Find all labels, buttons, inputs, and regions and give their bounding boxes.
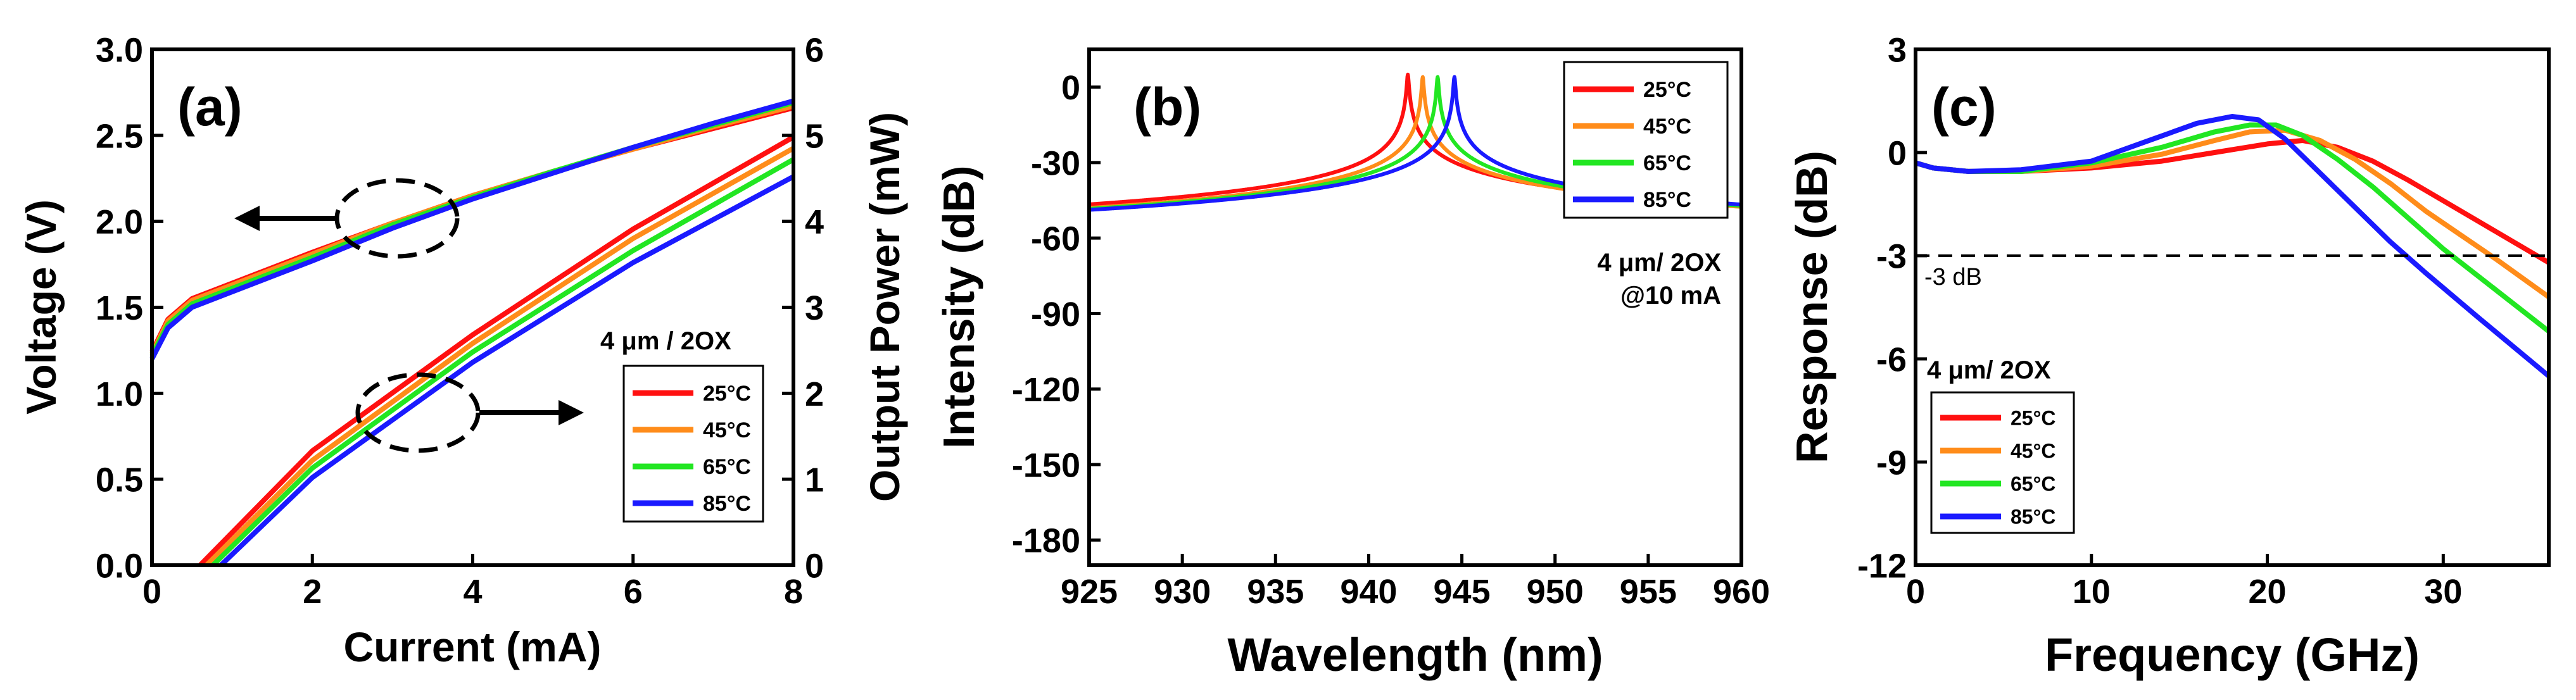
panel-b-ytick-label: -150	[1012, 446, 1080, 484]
panel-c-ytick-label: 0	[1888, 134, 1907, 172]
panel-a-legend: 25°C 45°C 65°C 85°C	[622, 365, 764, 523]
panel-a-ytick-label: 0.5	[96, 461, 143, 499]
panel-c-plot-area: -3 dB	[1914, 114, 2551, 378]
panel-a-annotation: 4 μm / 2OX	[600, 327, 731, 355]
panel-a-xtick-label: 2	[303, 573, 322, 611]
panel-b-ytick-label: -90	[1031, 296, 1080, 334]
panel-a-ytick-label: 1.5	[96, 289, 143, 327]
panel-b-legend-label: 45°C	[1643, 115, 1691, 139]
panel-a: 0 2 4 6 8 0.0 0.5 1.0 1.5 2.0 2.5 3.0 0 1 2 3 4 5 6 (a) Cu…	[18, 31, 908, 670]
panel-b-xtick-label: 930	[1154, 573, 1211, 611]
panel-b-xtick-label: 945	[1434, 573, 1491, 611]
panel-b-ytick-label: -60	[1031, 220, 1080, 258]
panel-c-xtick-label: 30	[2424, 573, 2462, 611]
panel-a-ytick-label: 1.0	[96, 375, 143, 413]
panel-a-xlabel: Current (mA)	[344, 623, 602, 670]
panel-b-xtick-label: 925	[1061, 573, 1118, 611]
panel-c-ylabel: Response (dB)	[1787, 151, 1836, 463]
panel-c-ytick-label: -12	[1857, 547, 1907, 585]
panel-a-xtick-label: 6	[624, 573, 643, 611]
panel-c-frame	[1914, 47, 2551, 567]
panel-a-ytick-label: 2.0	[96, 203, 143, 241]
panel-a-ytick-label: 0.0	[96, 547, 143, 585]
panel-a-plot-area	[149, 98, 795, 567]
panel-b-ytick-label: 0	[1061, 69, 1080, 107]
panel-a-right-ytick-label: 2	[805, 375, 824, 413]
panel-a-legend-label: 45°C	[703, 418, 751, 442]
panel-a-right-ytick-label: 0	[805, 547, 824, 585]
panel-a-ytick-label: 3.0	[96, 31, 143, 69]
panel-b-annotation-line2: @10 mA	[1620, 282, 1721, 309]
panel-a-ticks: 0 2 4 6 8 0.0 0.5 1.0 1.5 2.0 2.5 3.0 0 1 2 3 4 5 6	[96, 31, 824, 611]
panel-b-ylabel: Intensity (dB)	[934, 165, 983, 448]
panel-c-legend-label: 25°C	[2011, 407, 2056, 430]
panel-c-label: (c)	[1931, 77, 1997, 137]
left-axis-arrowhead-icon	[234, 206, 260, 231]
panel-b-xtick-label: 955	[1620, 573, 1677, 611]
series-25c-power-line	[198, 135, 795, 567]
panel-b-ytick-label: -120	[1012, 371, 1080, 409]
panel-a-legend-label: 25°C	[703, 382, 751, 406]
panel-c-legend: 25°C 45°C 65°C 85°C	[1930, 391, 2075, 534]
panel-c-xtick-label: 20	[2249, 573, 2287, 611]
panel-a-ytick-label: 2.5	[96, 117, 143, 155]
panel-b-annotation-line1: 4 μm/ 2OX	[1597, 249, 1721, 277]
panel-b-xtick-label: 935	[1247, 573, 1304, 611]
panel-c-xtick-label: 0	[1906, 573, 1925, 611]
panel-a-legend-label: 65°C	[703, 455, 751, 479]
series-45c-response-line	[1914, 127, 2551, 299]
panel-b-legend: 25°C 45°C 65°C 85°C	[1563, 61, 1729, 219]
series-85c-power-line	[219, 174, 795, 567]
panel-b-ytick-label: -30	[1031, 144, 1080, 182]
panel-c-annotation: 4 μm/ 2OX	[1927, 356, 2051, 384]
panel-b-xtick-label: 940	[1340, 573, 1397, 611]
panel-a-xtick-label: 0	[142, 573, 161, 611]
panel-b: 925 930 935 940 945 950 955 960 0 -30 -60 -90 -120 -1…	[934, 47, 1770, 681]
panel-b-legend-label: 85°C	[1643, 188, 1691, 212]
panel-c-legend-label: 85°C	[2011, 506, 2056, 528]
panel-a-label: (a)	[177, 77, 243, 137]
power-curves-marker-ellipse	[355, 372, 481, 453]
panel-a-y2label: Output Power (mW)	[861, 112, 908, 502]
panel-a-legend-label: 85°C	[703, 492, 751, 516]
panel-a-right-ytick-label: 6	[805, 31, 824, 69]
panel-c-xtick-label: 10	[2073, 573, 2111, 611]
panel-c-ytick-label: -3	[1876, 237, 1907, 275]
series-85c-response-line	[1914, 114, 2551, 378]
panel-b-frame	[1087, 47, 1743, 567]
panel-a-right-ytick-label: 3	[805, 289, 824, 327]
panel-c-ytick-label: -6	[1876, 341, 1907, 378]
panel-a-xtick-label: 8	[784, 573, 803, 611]
panel-a-right-ytick-label: 5	[805, 117, 824, 155]
panel-a-right-ytick-label: 4	[805, 203, 824, 241]
panel-c-ytick-label: -9	[1876, 444, 1907, 482]
panel-a-ylabel: Voltage (V)	[18, 199, 65, 415]
minus-3db-reference-label: -3 dB	[1924, 264, 1982, 291]
panel-c-ytick-label: 3	[1888, 31, 1907, 69]
panel-b-label: (b)	[1133, 77, 1201, 137]
panel-b-ytick-label: -180	[1012, 522, 1080, 560]
panel-b-legend-label: 25°C	[1643, 78, 1691, 102]
panel-a-xtick-label: 4	[463, 573, 482, 611]
panel-a-right-ytick-label: 1	[805, 461, 824, 499]
panel-b-ticks: 925 930 935 940 945 950 955 960 0 -30 -60 -90 -120 -1…	[1012, 69, 1770, 611]
panel-b-xlabel: Wavelength (nm)	[1227, 628, 1603, 681]
right-axis-arrowhead-icon	[559, 400, 584, 425]
panel-c-legend-label: 65°C	[2011, 473, 2056, 496]
series-65c-power-line	[211, 157, 795, 567]
series-45c-power-line	[205, 146, 795, 567]
series-85c-voltage-line	[149, 98, 795, 360]
panel-b-legend-label: 65°C	[1643, 151, 1691, 175]
voltage-curves-marker-ellipse	[334, 178, 460, 259]
series-25c-response-line	[1914, 138, 2551, 265]
panel-b-xtick-label: 950	[1527, 573, 1584, 611]
panel-b-xtick-label: 960	[1713, 573, 1770, 611]
panel-c-legend-label: 45°C	[2011, 440, 2056, 463]
panel-c-xlabel: Frequency (GHz)	[2045, 628, 2420, 681]
